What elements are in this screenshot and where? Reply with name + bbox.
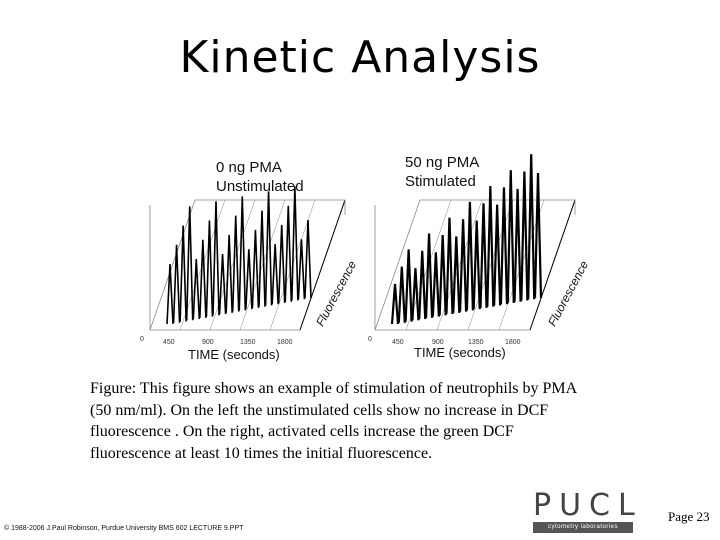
right-histogram-trace bbox=[479, 203, 488, 308]
left-histogram-trace bbox=[258, 210, 266, 307]
right-plot-gridline bbox=[405, 199, 452, 331]
right-histogram-trace bbox=[499, 187, 509, 305]
right-histogram-trace bbox=[520, 171, 529, 301]
left-histogram-trace bbox=[238, 196, 247, 311]
right-plot-floor bbox=[374, 199, 576, 331]
right-fluorescence-axis-title: Fluorescence bbox=[545, 258, 592, 329]
left-histogram-trace bbox=[277, 224, 286, 303]
left-tick-0: 0 bbox=[140, 336, 144, 343]
left-tick-900: 900 bbox=[202, 339, 214, 346]
right-histogram-trace bbox=[513, 188, 522, 302]
right-histogram-trace bbox=[472, 220, 481, 310]
right-panel-label-line2: Stimulated bbox=[405, 173, 476, 190]
right-histogram-trace bbox=[527, 154, 536, 300]
left-histogram-trace bbox=[284, 205, 293, 302]
left-histogram-trace bbox=[218, 254, 227, 315]
right-tick-1800: 1800 bbox=[505, 339, 521, 346]
right-histogram-trace bbox=[424, 233, 434, 318]
pucl-logo-subtitle: cytometry laboratories bbox=[533, 522, 633, 533]
right-histogram-trace bbox=[397, 266, 406, 323]
left-histogram-trace bbox=[245, 249, 253, 310]
left-plot-gridline bbox=[239, 199, 286, 331]
left-fluorescence-axis-title: Fluorescence bbox=[313, 258, 360, 329]
slide-title: Kinetic Analysis bbox=[179, 32, 541, 83]
right-histogram-trace bbox=[445, 217, 454, 315]
right-tick-1350: 1350 bbox=[468, 339, 484, 346]
left-histogram-trace bbox=[212, 201, 220, 316]
left-histogram-trace bbox=[291, 186, 299, 301]
pucl-logo: PUCL cytometry laboratories bbox=[533, 488, 643, 534]
left-tick-1800: 1800 bbox=[277, 339, 293, 346]
right-time-axis-title: TIME (seconds) bbox=[414, 345, 506, 360]
right-tick-900: 900 bbox=[432, 339, 444, 346]
right-tick-450: 450 bbox=[392, 339, 404, 346]
left-histogram-trace bbox=[264, 191, 273, 306]
left-histogram-trace bbox=[172, 244, 181, 323]
left-histogram-trace bbox=[179, 225, 187, 322]
right-plot-gridline bbox=[467, 199, 514, 331]
right-tick-0: 0 bbox=[368, 336, 372, 343]
left-histogram-trace bbox=[192, 259, 201, 320]
left-panel-label-line1: 0 ng PMA bbox=[216, 159, 282, 176]
left-histogram-trace bbox=[199, 239, 207, 318]
left-tick-1350: 1350 bbox=[240, 339, 256, 346]
left-histogram-trace bbox=[271, 244, 279, 305]
right-histogram-trace bbox=[411, 268, 420, 321]
right-histogram-trace bbox=[506, 170, 515, 303]
figure-caption: Figure: This figure shows an example of … bbox=[90, 380, 577, 462]
left-tick-450: 450 bbox=[163, 339, 175, 346]
pucl-logo-word: PUCL bbox=[533, 488, 643, 523]
left-histogram-trace bbox=[297, 239, 306, 300]
left-plot-gridline bbox=[209, 199, 256, 331]
left-histogram-trace bbox=[185, 206, 194, 321]
left-plot-gridline bbox=[179, 199, 226, 331]
right-histogram-trace bbox=[438, 234, 447, 316]
left-histogram-trace bbox=[205, 220, 214, 317]
right-histogram-trace bbox=[452, 236, 461, 313]
right-plot-gridline bbox=[498, 199, 545, 331]
right-histogram-trace bbox=[431, 252, 440, 317]
left-histogram-trace bbox=[251, 229, 260, 308]
left-plot-gridline bbox=[269, 199, 316, 331]
right-histogram-trace bbox=[458, 219, 468, 312]
page-number: Page 23 bbox=[668, 509, 710, 524]
left-histogram-trace bbox=[166, 263, 174, 325]
right-histogram-trace bbox=[486, 185, 495, 307]
copyright-notice: © 1988-2006 J.Paul Robinson, Purdue Univ… bbox=[4, 525, 244, 532]
left-time-axis-title: TIME (seconds) bbox=[188, 347, 280, 362]
right-histogram-trace bbox=[465, 201, 475, 311]
right-panel-label: 50 ng PMA Stimulated bbox=[405, 153, 479, 191]
left-histogram-trace bbox=[231, 215, 240, 312]
right-histogram-trace bbox=[390, 283, 400, 325]
left-histogram-trace bbox=[304, 219, 312, 299]
right-histogram-trace bbox=[493, 204, 502, 306]
left-plot-floor bbox=[149, 199, 346, 331]
left-panel-label-line2: Unstimulated bbox=[216, 178, 304, 195]
right-panel-label-line1: 50 ng PMA bbox=[405, 154, 480, 171]
right-histogram-trace bbox=[404, 249, 413, 322]
right-plot-gridline bbox=[436, 199, 483, 331]
right-histogram-trace bbox=[418, 250, 427, 320]
left-histogram-trace bbox=[225, 234, 233, 313]
left-panel-label: 0 ng PMA Unstimulated bbox=[216, 158, 304, 196]
right-histogram-trace bbox=[533, 172, 543, 299]
